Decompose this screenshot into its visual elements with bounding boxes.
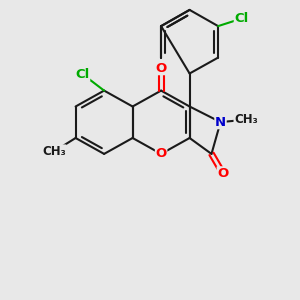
Text: N: N [215,116,226,129]
Text: O: O [155,61,167,75]
Text: CH₃: CH₃ [234,113,258,126]
Text: O: O [217,167,229,180]
Text: O: O [155,147,167,161]
Text: CH₃: CH₃ [42,145,66,158]
Text: Cl: Cl [234,12,249,25]
Text: Cl: Cl [75,68,90,81]
